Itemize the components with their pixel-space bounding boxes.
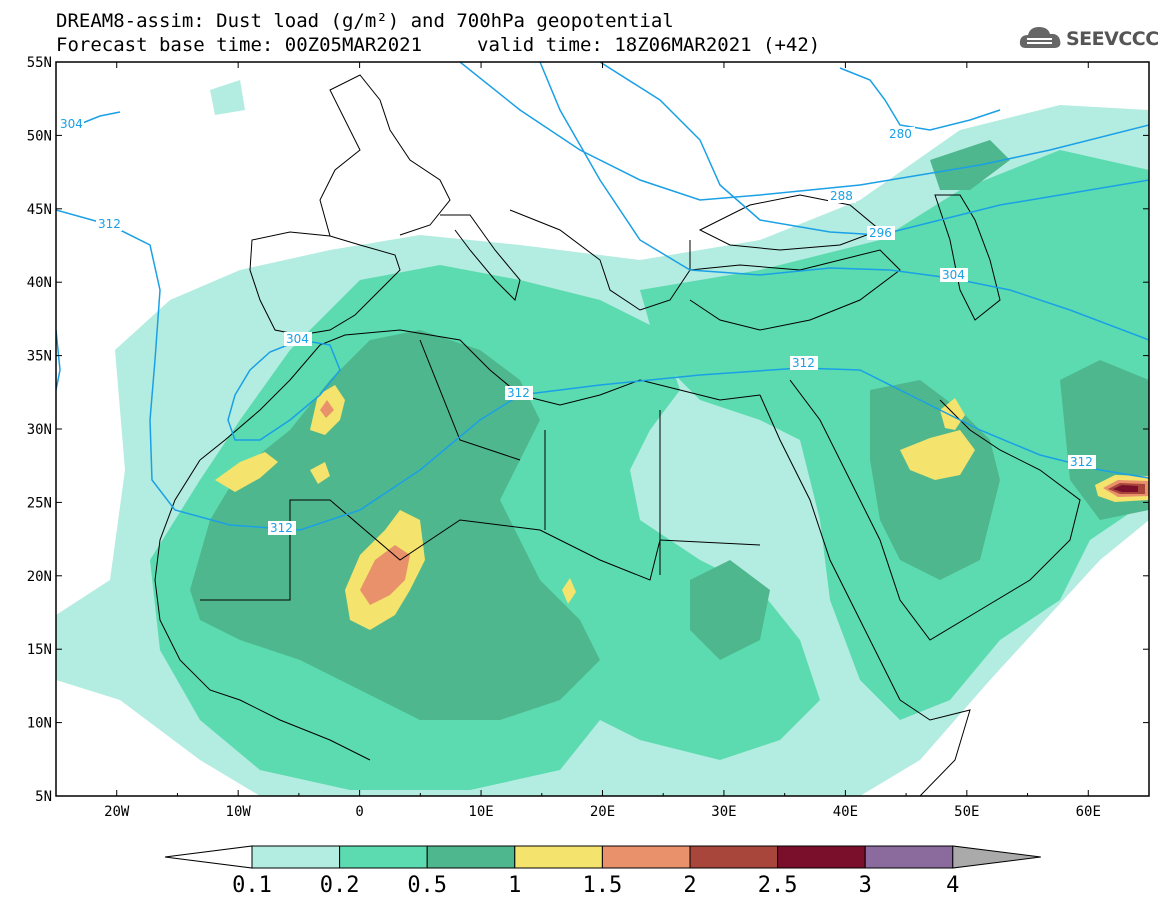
colorbar-segment [777,845,866,869]
lat-label: 15N [27,642,52,658]
lat-label: 35N [27,349,52,365]
lon-label: 0 [355,804,363,820]
coast-arabia [789,379,1081,641]
dust-light-west [210,80,245,115]
colorbar: 0.1 0.2 0.5 1 1.5 2 2.5 3 4 [164,845,1041,898]
seevccc-logo: SEEVCCC [1018,24,1159,54]
colorbar-under-triangle [164,845,253,869]
lon-label: 10E [468,804,493,820]
lat-label: 10N [27,716,52,732]
contour-label: 312 [98,217,121,231]
colorbar-label: 2 [683,873,696,898]
lat-label: 30N [27,422,52,438]
contour-280 [839,67,1001,131]
lat-label: 5N [35,789,52,805]
colorbar-label: 0.1 [232,873,272,898]
lon-label: 30E [711,804,736,820]
dust-yellow-spot2 [562,578,576,604]
colorbar-label: 1.5 [583,873,623,898]
contour-label: 312 [507,386,530,400]
colorbar-over-triangle [952,845,1041,869]
colorbar-label: 0.5 [407,873,447,898]
colorbar-label: 0.2 [320,873,360,898]
colorbar-label: 3 [859,873,872,898]
colorbar-label: 2.5 [758,873,798,898]
contour-label: 304 [60,117,83,131]
coast-france-uk [319,74,451,237]
contour-label: 312 [270,521,293,535]
lon-label: 40E [833,804,858,820]
coast-west-africa [154,459,371,761]
dust-yellow-spot1 [310,462,330,484]
map-title: DREAM8-assim: Dust load (g/m²) and 700hP… [56,10,674,32]
lat-label: 50N [27,128,52,144]
dust-dark-caspian [930,140,1010,190]
axes: 55N 50N 45N 40N 35N 30N 25N 20N 15N 10N 5N 20W 10W 0 1… [27,55,1150,820]
time-info: Forecast base time: 00Z05MAR2021 valid ti… [56,34,820,56]
contour-288 [459,62,1149,201]
coast-turkey [689,249,901,331]
colorbar-segment [689,845,779,869]
contour-label: 304 [942,268,965,282]
contour-312-west [56,209,1149,531]
contour-304-left [56,329,61,391]
dust-field [56,80,1149,796]
contour-label: 288 [830,189,853,203]
coast-caspian [934,194,1001,321]
lat-label: 20N [27,569,52,585]
coast-iberia [249,231,401,336]
colorbar-segment [514,845,603,869]
dust-yellow-gulf [900,430,975,480]
coast-north-africa [199,329,761,461]
coast-italy [440,214,521,301]
lon-label: 20W [104,804,130,820]
contour-label: 312 [792,356,815,370]
coast-red-sea [759,394,901,701]
logo-text: SEEVCCC [1066,28,1159,50]
base-time: Forecast base time: 00Z05MAR2021 [56,34,423,56]
cloud-icon [1019,27,1061,48]
colorbar-segment [339,845,428,869]
contour-label: 304 [286,332,309,346]
contour-304-east [539,62,1149,341]
colorbar-label: 4 [946,873,959,898]
colorbar-segment [426,845,516,869]
geopotential-contours [56,62,1149,531]
contour-label: 296 [869,226,892,240]
coast-horn [899,699,971,796]
lon-label: 10W [226,804,252,820]
dust-dark-sudan [690,560,770,660]
valid-time: valid time: 18Z06MAR2021 (+42) [477,34,821,56]
lat-label: 45N [27,202,52,218]
dust-maroon-iran [1113,485,1138,492]
dust-orange-algeria [360,545,410,605]
contour-label-group: 304 312 304 312 312 312 312 280 288 296 … [58,117,1096,535]
colorbar-segment [864,845,954,869]
border-libya-egypt [419,339,661,575]
dust-orange-morocco [320,400,334,418]
lon-label: 50E [954,804,979,820]
lat-label: 55N [27,55,52,71]
lat-label: 25N [27,495,52,511]
coast-balkans [509,209,691,311]
contour-label: 280 [889,127,912,141]
lon-label: 20E [590,804,615,820]
colorbar-label: 1 [508,873,521,898]
contour-296 [599,62,1149,236]
dust-yellow-wsahara [215,452,278,492]
colorbar-segment [251,845,341,869]
lon-label: 60E [1076,804,1101,820]
contour-label: 312 [1070,455,1093,469]
lat-label: 40N [27,275,52,291]
colorbar-segment [601,845,691,869]
